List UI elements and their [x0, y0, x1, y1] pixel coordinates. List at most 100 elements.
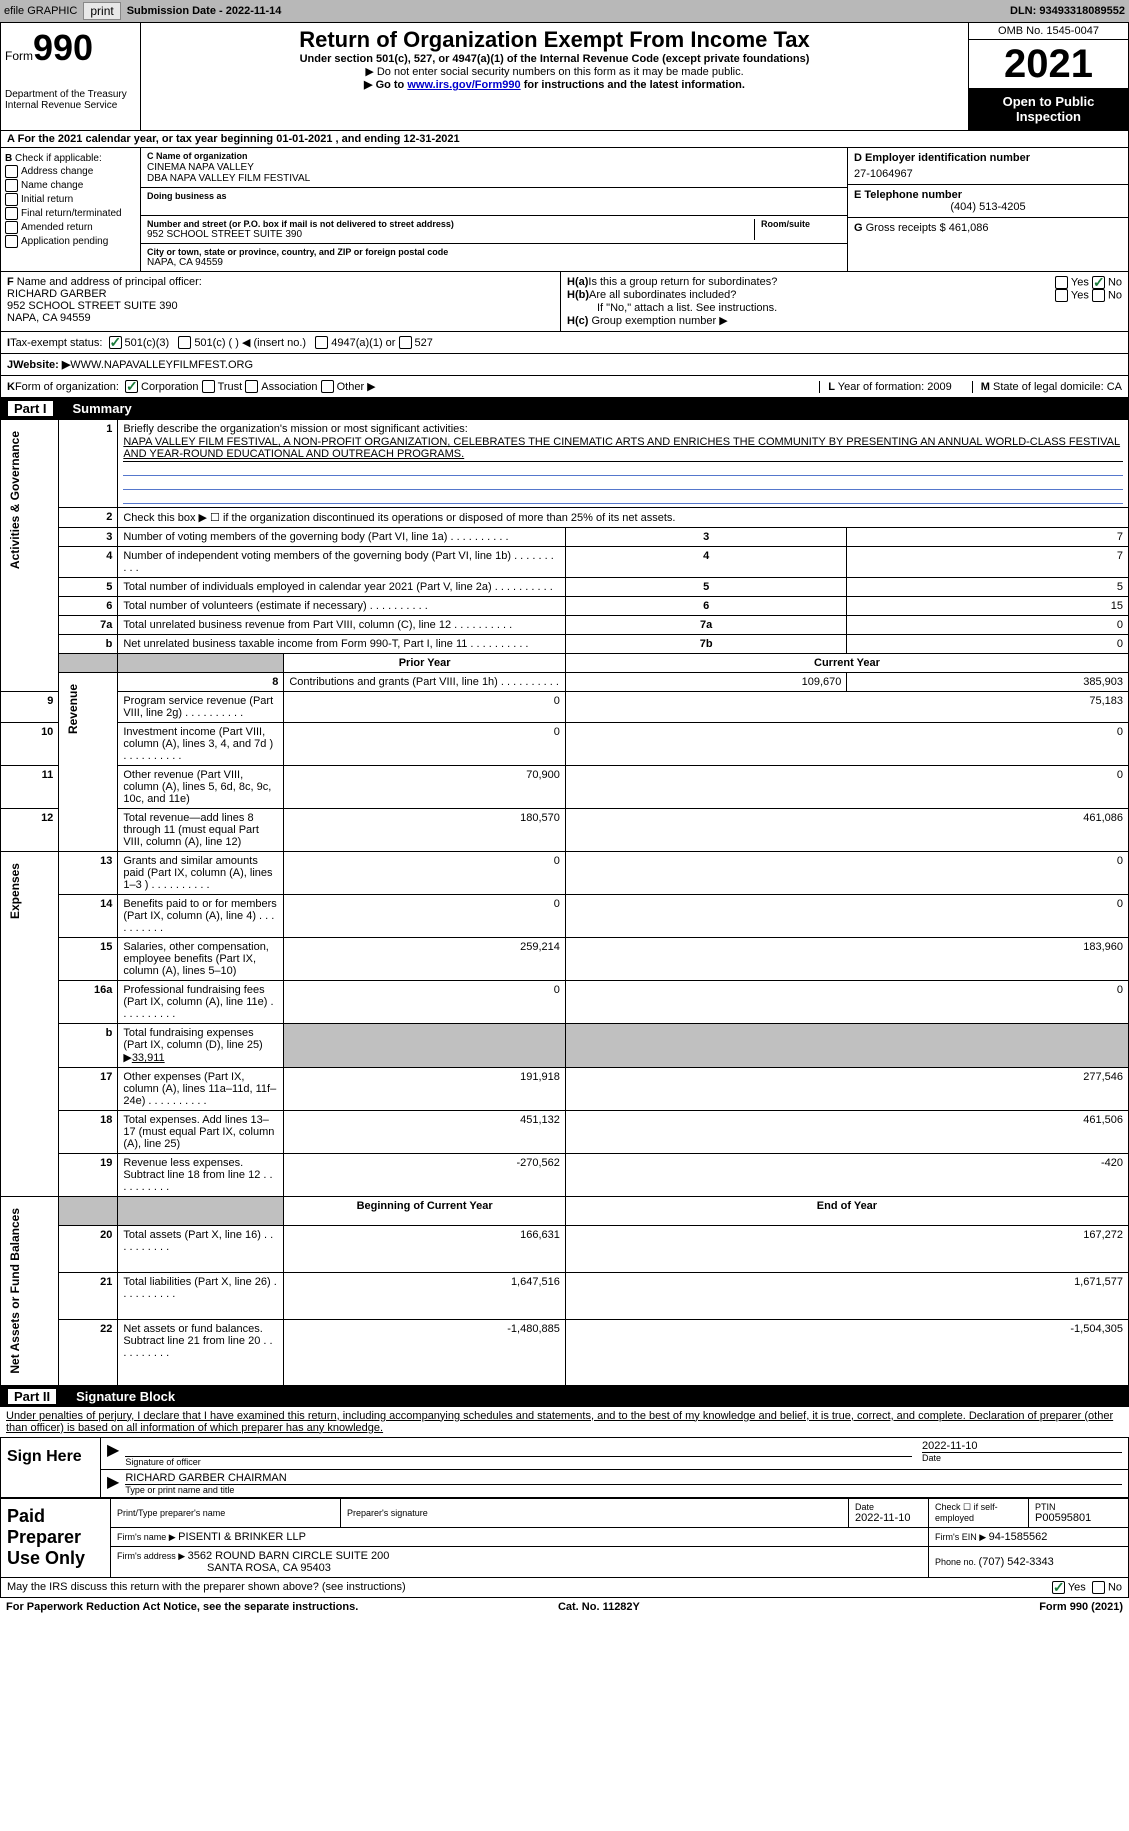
state-domicile: CA — [1107, 381, 1122, 393]
tax-year: 2021 — [969, 40, 1128, 88]
city-state-zip: NAPA, CA 94559 — [147, 257, 841, 268]
year-formation: 2009 — [927, 381, 951, 393]
efile-label: efile GRAPHIC — [4, 5, 77, 17]
line-7a: Total unrelated business revenue from Pa… — [118, 616, 566, 635]
4947-checkbox[interactable] — [315, 336, 328, 349]
side-activities: Activities & Governance — [6, 423, 24, 577]
application-pending-checkbox[interactable] — [5, 235, 18, 248]
sign-here-label: Sign Here — [1, 1438, 101, 1497]
phone-label: E Telephone number — [854, 189, 1122, 201]
website-url: WWW.NAPAVALLEYFILMFEST.ORG — [70, 359, 253, 371]
note-goto: ▶ Go to www.irs.gov/Form990 for instruct… — [145, 78, 964, 91]
final-return-checkbox[interactable] — [5, 207, 18, 220]
line-5: Total number of individuals employed in … — [118, 578, 566, 597]
firm-addr1: 3562 ROUND BARN CIRCLE SUITE 200 — [188, 1550, 390, 1562]
discuss-row: May the IRS discuss this return with the… — [0, 1578, 1129, 1598]
row-j: J Website: ▶ WWW.NAPAVALLEYFILMFEST.ORG — [0, 354, 1129, 376]
initial-return-checkbox[interactable] — [5, 193, 18, 206]
row-k: K Form of organization: Corporation Trus… — [0, 376, 1129, 398]
header-grid: B Check if applicable: Address change Na… — [0, 148, 1129, 272]
line-13: Grants and similar amounts paid (Part IX… — [118, 852, 284, 895]
dln: DLN: 93493318089552 — [1010, 5, 1125, 17]
501c-checkbox[interactable] — [178, 336, 191, 349]
page-footer: For Paperwork Reduction Act Notice, see … — [0, 1598, 1129, 1616]
side-expenses: Expenses — [6, 855, 24, 927]
penalty-statement: Under penalties of perjury, I declare th… — [0, 1407, 1129, 1437]
print-button[interactable]: print — [83, 2, 120, 20]
line-3: Number of voting members of the governin… — [118, 528, 566, 547]
line-19: Revenue less expenses. Subtract line 18 … — [118, 1154, 284, 1197]
discuss-no-checkbox[interactable] — [1092, 1581, 1105, 1594]
form-title: Return of Organization Exempt From Incom… — [145, 27, 964, 53]
name-change-checkbox[interactable] — [5, 179, 18, 192]
firm-name: PISENTI & BRINKER LLP — [178, 1531, 306, 1543]
form-header-right: OMB No. 1545-0047 2021 Open to Public In… — [968, 23, 1128, 130]
firm-phone: (707) 542-3343 — [979, 1556, 1054, 1568]
hb-no-checkbox[interactable] — [1092, 289, 1105, 302]
curr-year-hdr: Current Year — [565, 654, 1128, 673]
open-to-public: Open to Public Inspection — [969, 88, 1128, 130]
527-checkbox[interactable] — [399, 336, 412, 349]
form-header-center: Return of Organization Exempt From Incom… — [141, 23, 968, 130]
org-name-2: DBA NAPA VALLEY FILM FESTIVAL — [147, 173, 841, 184]
form-subtitle: Under section 501(c), 527, or 4947(a)(1)… — [145, 53, 964, 65]
line-1-label: Briefly describe the organization's miss… — [123, 423, 1123, 435]
line-21: Total liabilities (Part X, line 26) — [118, 1273, 284, 1320]
preparer-table: Paid Preparer Use Only Print/Type prepar… — [0, 1498, 1129, 1578]
val-7a: 0 — [847, 616, 1129, 635]
line-7b: Net unrelated business taxable income fr… — [118, 635, 566, 654]
ein-label: D Employer identification number — [854, 152, 1122, 164]
eoy-hdr: End of Year — [565, 1197, 1128, 1226]
prior-year-hdr: Prior Year — [284, 654, 566, 673]
sig-date: 2022-11-10 — [922, 1440, 1122, 1452]
submission-date-label: Submission Date - 2022-11-14 — [127, 5, 282, 17]
irs-link[interactable]: www.irs.gov/Form990 — [407, 79, 520, 91]
officer-addr2: NAPA, CA 94559 — [7, 312, 554, 324]
paid-preparer-label: Paid Preparer Use Only — [1, 1498, 111, 1577]
line-14: Benefits paid to or for members (Part IX… — [118, 895, 284, 938]
box-h: H(a) Is this a group return for subordin… — [561, 272, 1128, 331]
officer-name-title: RICHARD GARBER CHAIRMAN — [125, 1472, 1122, 1484]
line-8: Contributions and grants (Part VIII, lin… — [284, 673, 566, 692]
box-b: B Check if applicable: Address change Na… — [1, 148, 141, 271]
val-5: 5 — [847, 578, 1129, 597]
corporation-checkbox[interactable] — [125, 380, 138, 393]
note-ssn: ▶ Do not enter social security numbers o… — [145, 65, 964, 78]
amended-return-checkbox[interactable] — [5, 221, 18, 234]
ha-yes-checkbox[interactable] — [1055, 276, 1068, 289]
irs-label: Internal Revenue Service — [5, 100, 136, 111]
line-12: Total revenue—add lines 8 through 11 (mu… — [118, 809, 284, 852]
ptin-value: P00595801 — [1035, 1512, 1122, 1524]
officer-addr1: 952 SCHOOL STREET SUITE 390 — [7, 300, 554, 312]
cat-number: Cat. No. 11282Y — [558, 1601, 640, 1613]
trust-checkbox[interactable] — [202, 380, 215, 393]
line-9: Program service revenue (Part VIII, line… — [118, 692, 284, 723]
side-net-assets: Net Assets or Fund Balances — [6, 1200, 24, 1382]
address-change-checkbox[interactable] — [5, 165, 18, 178]
line-16a: Professional fundraising fees (Part IX, … — [118, 981, 284, 1024]
val-3: 7 — [847, 528, 1129, 547]
part-1-header: Part I Summary — [0, 398, 1129, 419]
val-6: 15 — [847, 597, 1129, 616]
summary-table: Activities & Governance 1 Briefly descri… — [0, 419, 1129, 1386]
gross-receipts: 461,086 — [949, 222, 989, 234]
other-checkbox[interactable] — [321, 380, 334, 393]
org-name-1: CINEMA NAPA VALLEY — [147, 162, 841, 173]
dba-label: Doing business as — [147, 191, 841, 201]
pra-notice: For Paperwork Reduction Act Notice, see … — [6, 1601, 358, 1613]
row-i: I Tax-exempt status: 501(c)(3) 501(c) ( … — [0, 332, 1129, 354]
sig-officer-label: Signature of officer — [125, 1456, 912, 1467]
501c3-checkbox[interactable] — [109, 336, 122, 349]
val-7b: 0 — [847, 635, 1129, 654]
box-f: F Name and address of principal officer:… — [1, 272, 561, 331]
box-d: D Employer identification number 27-1064… — [848, 148, 1128, 271]
hb-yes-checkbox[interactable] — [1055, 289, 1068, 302]
ha-no-checkbox[interactable] — [1092, 276, 1105, 289]
discuss-yes-checkbox[interactable] — [1052, 1581, 1065, 1594]
association-checkbox[interactable] — [245, 380, 258, 393]
val-4: 7 — [847, 547, 1129, 578]
top-bar: efile GRAPHIC print Submission Date - 20… — [0, 0, 1129, 22]
firm-addr2: SANTA ROSA, CA 95403 — [207, 1562, 331, 1574]
row-a: A For the 2021 calendar year, or tax yea… — [0, 131, 1129, 148]
ein-value: 27-1064967 — [854, 168, 1122, 180]
